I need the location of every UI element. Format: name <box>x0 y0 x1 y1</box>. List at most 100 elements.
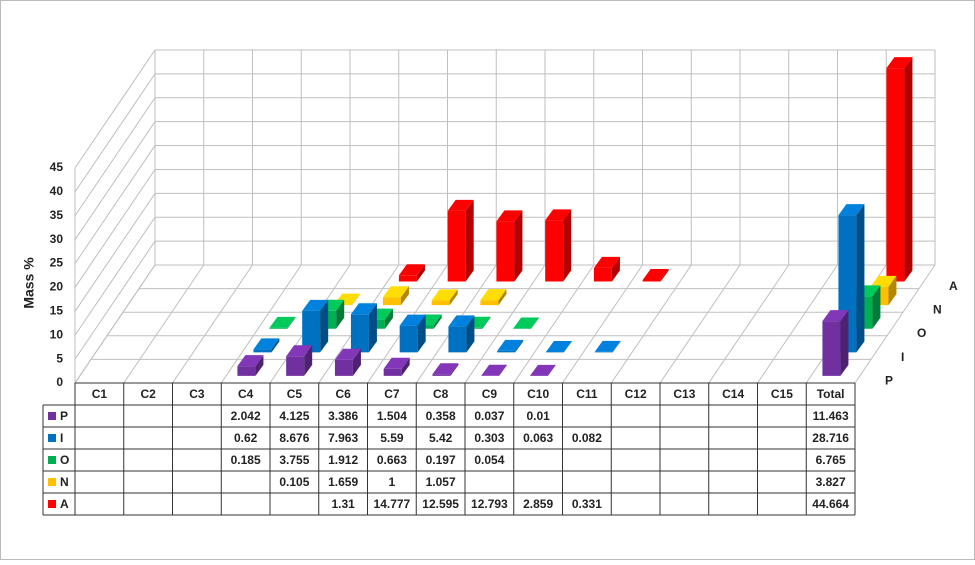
table-value: 4.125 <box>279 409 309 423</box>
table-value: 0.331 <box>572 497 602 511</box>
table-value: 0.197 <box>426 453 456 467</box>
x-tick-label: C3 <box>189 387 205 401</box>
bar <box>351 314 369 352</box>
table-value: 1.504 <box>377 409 407 423</box>
table-value: 28.716 <box>812 431 849 445</box>
table-value: 12.793 <box>471 497 508 511</box>
bar <box>448 211 466 282</box>
table-value: 1.912 <box>328 453 358 467</box>
x-tick-label: C2 <box>140 387 156 401</box>
depth-label: N <box>933 303 942 317</box>
y-tick-label: 40 <box>50 184 64 198</box>
table-value: 0.663 <box>377 453 407 467</box>
bar-group <box>822 310 848 376</box>
bar-side <box>840 310 848 376</box>
x-tick-label: C14 <box>722 387 744 401</box>
table-value: 14.777 <box>374 497 411 511</box>
table-value: 6.765 <box>816 453 846 467</box>
bar <box>399 275 417 281</box>
y-tick-label: 15 <box>50 304 64 318</box>
x-tick-label: C12 <box>625 387 647 401</box>
legend-label: I <box>60 431 63 445</box>
table-value: 3.386 <box>328 409 358 423</box>
bar-group <box>545 209 571 281</box>
y-tick-label: 0 <box>56 375 63 389</box>
y-axis-label: Mass % <box>21 257 37 309</box>
legend-swatch <box>48 434 56 442</box>
bar <box>545 220 563 281</box>
table-value: 1.057 <box>426 475 456 489</box>
y-tick-label: 25 <box>50 256 64 270</box>
table-value: 8.676 <box>279 431 309 445</box>
bar <box>237 366 255 376</box>
table-value: 1.31 <box>331 497 355 511</box>
table-value: 5.42 <box>429 431 453 445</box>
legend-label: P <box>60 409 68 423</box>
y-tick-label: 10 <box>50 327 64 341</box>
table-value: 5.59 <box>380 431 404 445</box>
table-value: 2.859 <box>523 497 553 511</box>
y-tick-label: 45 <box>50 160 64 174</box>
bar <box>432 374 450 376</box>
bar <box>448 326 466 352</box>
x-tick-label: Total <box>817 387 845 401</box>
y-tick-label: 5 <box>56 351 63 365</box>
y-tick-label: 30 <box>50 232 64 246</box>
table-value: 0.185 <box>231 453 261 467</box>
y-tick-label: 20 <box>50 280 64 294</box>
bar <box>496 221 514 281</box>
bar <box>269 328 287 329</box>
bar-side <box>466 200 474 282</box>
bar <box>400 326 418 353</box>
legend-swatch <box>48 500 56 508</box>
table-value: 1.659 <box>328 475 358 489</box>
table-value: 0.62 <box>234 431 258 445</box>
legend-label: A <box>60 497 69 511</box>
depth-label: O <box>917 326 926 340</box>
table-value: 0.303 <box>474 431 504 445</box>
bar <box>497 351 515 352</box>
table-value: 11.463 <box>813 409 849 423</box>
bar-group <box>302 300 328 352</box>
table-value: 3.755 <box>279 453 309 467</box>
table-value: 2.042 <box>231 409 261 423</box>
legend-label: O <box>60 453 69 467</box>
table-value: 0.082 <box>572 431 602 445</box>
x-tick-label: C13 <box>673 387 695 401</box>
bar <box>886 68 904 281</box>
table-value: 1 <box>389 475 396 489</box>
x-tick-label: C4 <box>238 387 254 401</box>
table-value: 0.037 <box>474 409 504 423</box>
table-value: 0.105 <box>279 475 309 489</box>
bar <box>335 360 353 376</box>
legend-label: N <box>60 475 69 489</box>
bar <box>643 280 661 282</box>
legend-swatch <box>48 412 56 420</box>
bar-group <box>351 303 377 352</box>
bar <box>594 268 612 282</box>
bar <box>253 349 271 352</box>
bar-group <box>886 57 912 281</box>
table-value: 0.063 <box>523 431 553 445</box>
bar <box>383 297 401 305</box>
bar <box>384 369 402 376</box>
x-tick-label: C11 <box>576 387 598 401</box>
x-tick-label: C6 <box>335 387 351 401</box>
bar-side <box>856 204 864 352</box>
x-tick-label: C15 <box>771 387 793 401</box>
legend-swatch <box>48 456 56 464</box>
x-tick-label: C8 <box>433 387 449 401</box>
bar <box>480 300 498 305</box>
bar-group <box>448 200 474 282</box>
table-value: 0.358 <box>426 409 456 423</box>
bar <box>286 356 304 376</box>
bar-group <box>400 315 426 353</box>
table-value: 0.054 <box>474 453 504 467</box>
table-value: 3.827 <box>816 475 846 489</box>
table-value: 12.595 <box>422 497 459 511</box>
table-value: 0.01 <box>526 409 550 423</box>
depth-label: A <box>949 279 958 293</box>
legend-swatch <box>48 478 56 486</box>
x-tick-label: C10 <box>527 387 549 401</box>
